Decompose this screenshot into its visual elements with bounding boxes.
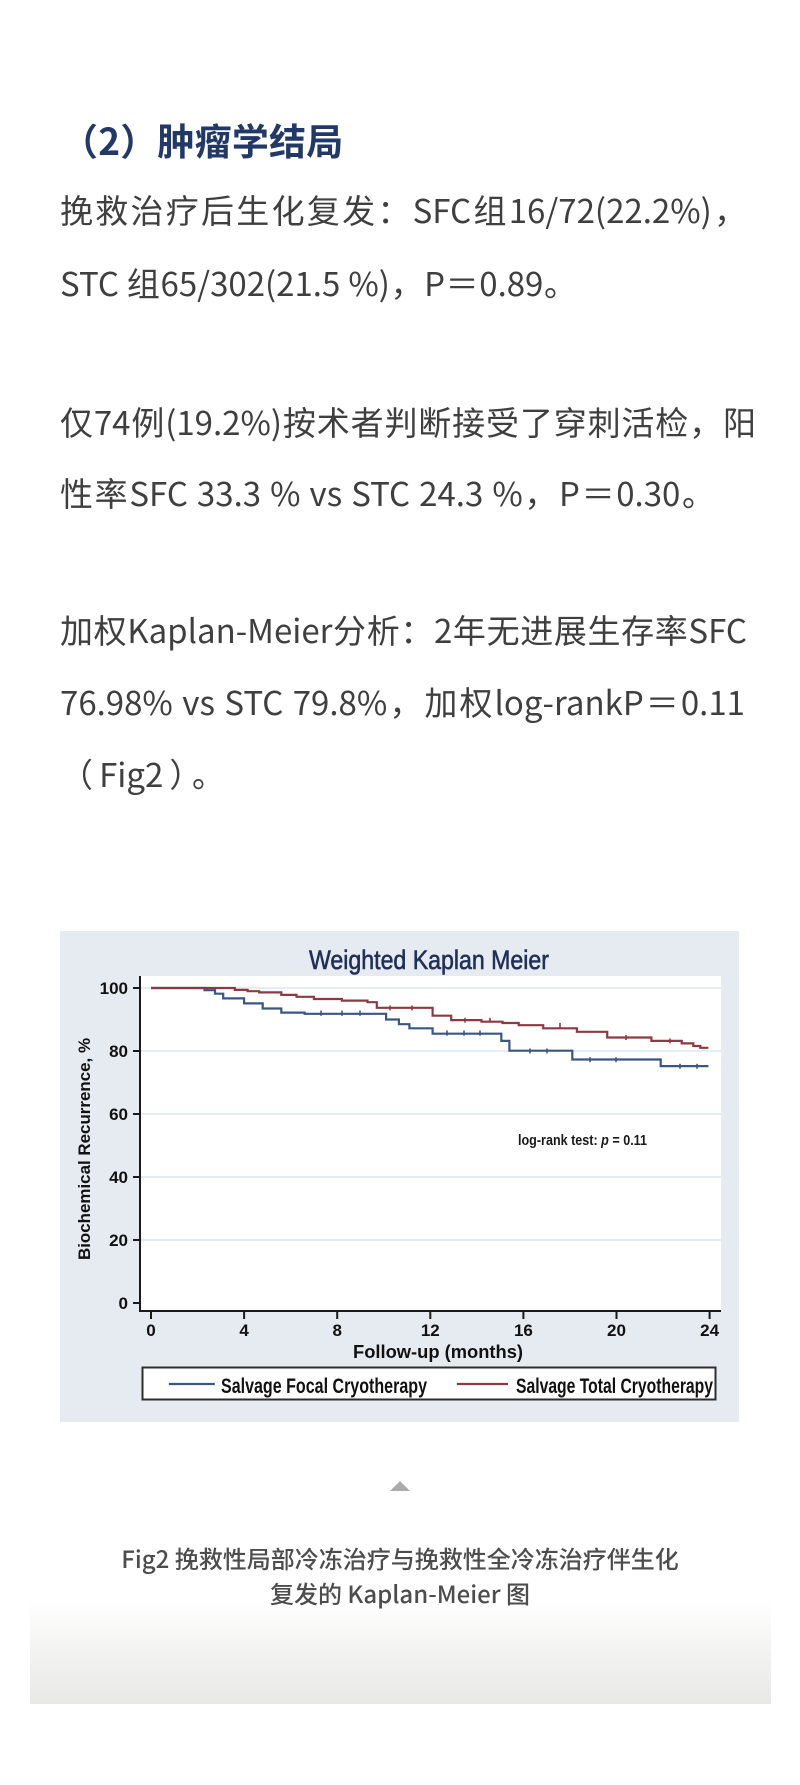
svg-text:12: 12 (421, 1321, 440, 1340)
svg-text:Follow-up (months): Follow-up (months) (353, 1342, 523, 1362)
svg-text:100: 100 (100, 979, 128, 998)
svg-text:4: 4 (239, 1321, 249, 1340)
svg-text:Weighted Kaplan Meier: Weighted Kaplan Meier (309, 945, 549, 975)
svg-text:16: 16 (514, 1321, 533, 1340)
svg-text:40: 40 (109, 1168, 128, 1187)
svg-text:20: 20 (607, 1321, 626, 1340)
svg-text:0: 0 (119, 1294, 128, 1313)
svg-text:20: 20 (109, 1231, 128, 1250)
svg-text:Salvage Total Cryotherapy: Salvage Total Cryotherapy (516, 1374, 713, 1398)
svg-text:log-rank test: p = 0.11: log-rank test: p = 0.11 (518, 1132, 647, 1149)
svg-text:80: 80 (109, 1042, 128, 1061)
svg-text:8: 8 (332, 1321, 341, 1340)
svg-text:0: 0 (146, 1321, 155, 1340)
svg-text:60: 60 (109, 1105, 128, 1124)
svg-text:Biochemical Recurrence, %: Biochemical Recurrence, % (75, 1038, 94, 1260)
svg-text:Salvage Focal Cryotherapy: Salvage Focal Cryotherapy (221, 1374, 427, 1398)
svg-text:24: 24 (700, 1321, 719, 1340)
